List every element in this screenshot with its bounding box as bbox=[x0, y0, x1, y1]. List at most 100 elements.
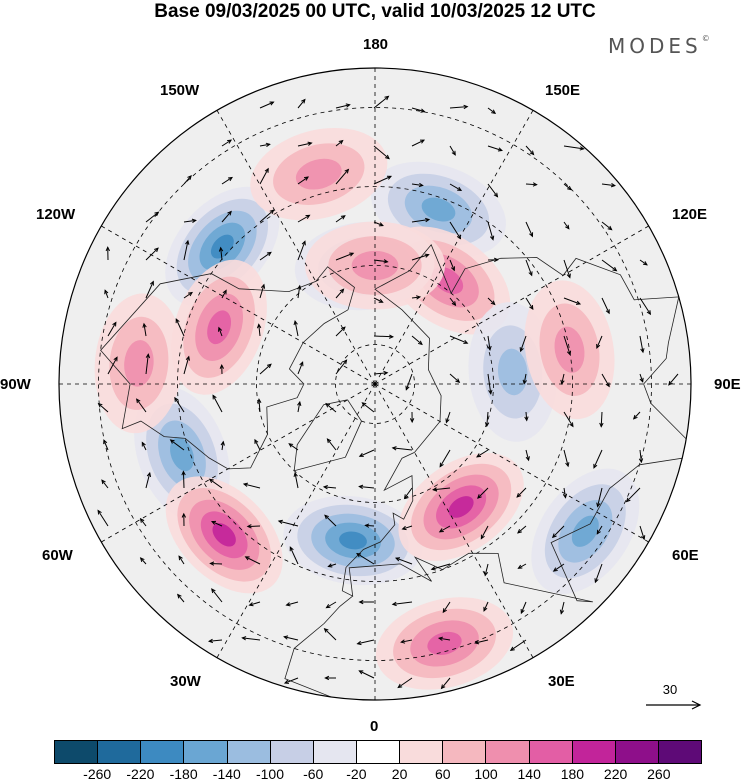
wind-arrow bbox=[324, 675, 337, 681]
wind-arrow bbox=[638, 449, 644, 464]
wind-arrow bbox=[668, 373, 679, 386]
wind-arrow bbox=[563, 297, 582, 305]
wind-arrow bbox=[259, 251, 272, 261]
wind-arrow bbox=[212, 394, 223, 413]
wind-arrow bbox=[594, 563, 603, 584]
colorbar-swatch bbox=[55, 741, 99, 763]
colorbar-tick-label: -100 bbox=[255, 766, 285, 782]
wind-arrow bbox=[221, 139, 233, 147]
wind-arrow bbox=[289, 546, 299, 565]
wind-arrow bbox=[297, 214, 311, 223]
wind-arrow bbox=[288, 443, 299, 451]
anomaly-layer bbox=[94, 127, 640, 690]
wind-arrow bbox=[145, 353, 151, 375]
wind-arrow bbox=[103, 439, 109, 451]
wind-arrow bbox=[445, 411, 451, 424]
wind-arrow bbox=[181, 512, 187, 527]
colorbar-swatch bbox=[443, 741, 487, 763]
wind-arrow bbox=[326, 438, 337, 451]
wind-arrow bbox=[135, 398, 147, 413]
coastline bbox=[341, 244, 691, 603]
wind-arrow bbox=[285, 601, 299, 607]
negative-anomaly bbox=[531, 468, 640, 594]
colorbar-tick-label: 220 bbox=[603, 766, 628, 782]
lon-label-30w: 30W bbox=[170, 673, 201, 690]
positive-anomaly bbox=[94, 293, 184, 434]
wind-arrow bbox=[145, 471, 152, 489]
wind-arrow bbox=[525, 449, 530, 462]
wind-arrow bbox=[403, 487, 413, 500]
latitude-circle bbox=[177, 186, 573, 582]
polar-map bbox=[58, 67, 692, 701]
wind-arrow bbox=[145, 247, 159, 261]
wind-arrow bbox=[509, 639, 527, 651]
wind-arrow bbox=[476, 449, 489, 458]
wind-arrow bbox=[324, 514, 337, 527]
wind-arrow bbox=[397, 677, 413, 689]
wind-arrow bbox=[139, 517, 147, 527]
lon-label-150w: 150W bbox=[160, 82, 200, 99]
brand-logo: MODES© bbox=[608, 34, 710, 58]
wind-arrow bbox=[639, 373, 644, 383]
positive-anomaly bbox=[305, 221, 445, 310]
wind-arrow bbox=[525, 297, 534, 311]
wind-arrow bbox=[563, 221, 570, 230]
wind-arrow bbox=[483, 563, 489, 577]
wind-arrow bbox=[259, 101, 275, 109]
wind-arrow bbox=[401, 525, 413, 531]
wind-arrow bbox=[373, 221, 384, 227]
wind-arrow bbox=[432, 487, 451, 492]
wind-arrow bbox=[430, 563, 451, 571]
colorbar-tick-label: -180 bbox=[169, 766, 198, 782]
wind-arrow bbox=[358, 449, 375, 457]
wind-arrow bbox=[519, 335, 527, 353]
wind-arrow bbox=[409, 411, 415, 424]
wind-arrow bbox=[411, 335, 423, 346]
wind-arrow bbox=[559, 601, 565, 615]
colorbar-tick-label: -20 bbox=[346, 766, 367, 782]
colorbar-tick-label: 100 bbox=[474, 766, 498, 782]
wind-arrow bbox=[141, 441, 147, 451]
wind-arrow bbox=[449, 335, 469, 344]
wind-arrow bbox=[361, 402, 375, 413]
wind-arrow bbox=[259, 363, 272, 375]
wind-arrow bbox=[181, 470, 186, 489]
wind-arrow bbox=[487, 145, 503, 152]
wind-arrow bbox=[145, 280, 154, 299]
wind-arrow bbox=[525, 182, 538, 187]
colorbar-swatch bbox=[313, 741, 357, 763]
wind-arrow bbox=[221, 176, 233, 185]
wind-arrow bbox=[487, 373, 493, 395]
wind-arrow bbox=[257, 398, 262, 413]
wind-arrow bbox=[487, 183, 499, 198]
wind-arrow bbox=[625, 487, 641, 503]
wind-arrow bbox=[177, 593, 185, 603]
wind-arrow bbox=[335, 252, 355, 261]
wind-arrow bbox=[562, 487, 568, 499]
reference-vector-label: 30 bbox=[662, 682, 678, 697]
wind-arrow bbox=[256, 323, 262, 337]
latitude-circle bbox=[335, 344, 415, 424]
wind-arrow bbox=[183, 291, 194, 299]
colorbar-swatch bbox=[98, 741, 142, 763]
wind-arrow bbox=[411, 295, 422, 300]
colorbar-tick-label: 60 bbox=[435, 766, 451, 782]
wind-arrow bbox=[259, 142, 271, 148]
wind-arrow bbox=[335, 168, 350, 185]
wind-arrow bbox=[449, 373, 461, 383]
wind-arrow bbox=[442, 601, 451, 614]
map-title: Base 09/03/2025 00 UTC, valid 10/03/2025… bbox=[154, 1, 596, 22]
wind-arrow bbox=[411, 182, 424, 188]
wind-arrow bbox=[487, 257, 500, 263]
wind-arrow bbox=[563, 145, 585, 151]
wind-arrow bbox=[322, 485, 337, 490]
wind-arrow bbox=[209, 561, 223, 566]
wind-arrow bbox=[487, 107, 497, 115]
colorbar-swatch bbox=[486, 741, 530, 763]
wind-arrow bbox=[449, 259, 456, 272]
wind-arrow bbox=[174, 396, 185, 413]
wind-arrow bbox=[552, 563, 565, 572]
colorbar-labels: -260 -220 -180 -140 -100 -60 -20 20 60 100 140 180 2… bbox=[54, 766, 702, 783]
wind-arrow bbox=[596, 487, 603, 508]
wind-arrow bbox=[411, 253, 430, 261]
